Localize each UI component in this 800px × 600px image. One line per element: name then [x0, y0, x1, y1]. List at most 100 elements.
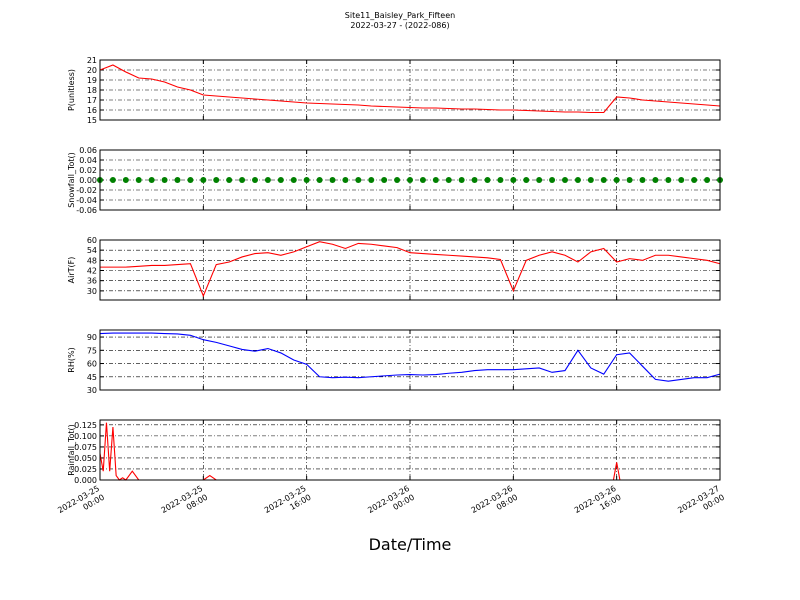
- y-tick-label: 18: [87, 86, 97, 95]
- x-axis-label: Date/Time: [369, 535, 452, 554]
- y-tick-label: 15: [87, 116, 97, 125]
- point: [355, 177, 362, 183]
- y-tick-label: 60: [87, 360, 97, 369]
- point: [471, 177, 478, 183]
- y-tick-label: 36: [87, 277, 97, 286]
- point: [174, 177, 181, 183]
- y-tick-label: 45: [87, 373, 97, 382]
- figure-title: Site11_Baisley_Park_Fifteen: [345, 11, 455, 20]
- y-tick-label: 30: [87, 386, 97, 395]
- x-tick-label: 2022-03-2608:00: [470, 484, 520, 524]
- point: [652, 177, 659, 183]
- y-tick-label: 20: [87, 66, 97, 75]
- point: [290, 177, 297, 183]
- point: [239, 177, 246, 183]
- plot-frame: [99, 149, 721, 211]
- point: [665, 177, 672, 183]
- y-tick-label: 54: [87, 246, 97, 255]
- point: [678, 177, 685, 183]
- y-axis-label: Rainfall_Tot(): [67, 424, 76, 476]
- plot-frame: [99, 239, 721, 301]
- y-tick-label: 21: [87, 56, 97, 65]
- plot-frame: [99, 329, 721, 391]
- y-axis-label: Snowfall_Tot(): [67, 152, 76, 208]
- point: [122, 177, 129, 183]
- point: [639, 177, 646, 183]
- x-tick-label: 2022-03-2600:00: [366, 484, 416, 524]
- point: [613, 177, 620, 183]
- point: [432, 177, 439, 183]
- y-tick-label: 60: [87, 236, 97, 245]
- point: [161, 177, 168, 183]
- point: [368, 177, 375, 183]
- point: [342, 177, 349, 183]
- point: [148, 177, 155, 183]
- point: [626, 177, 633, 183]
- y-tick-label: 0.06: [79, 146, 97, 155]
- point: [135, 177, 142, 183]
- line: [99, 64, 721, 114]
- x-tick-label: 2022-03-2500:00: [56, 484, 106, 524]
- x-tick-label: 2022-03-2616:00: [573, 484, 623, 524]
- point: [704, 177, 711, 183]
- figure-subtitle: 2022-03-27 - (2022-086): [350, 21, 449, 30]
- y-tick-label: 0.000: [74, 476, 97, 485]
- y-tick-label: -0.04: [76, 196, 97, 205]
- point: [187, 177, 194, 183]
- point: [316, 177, 323, 183]
- y-tick-label: 75: [87, 346, 97, 355]
- point: [691, 177, 698, 183]
- point: [252, 177, 258, 183]
- point: [549, 177, 556, 183]
- point: [445, 177, 452, 183]
- point: [213, 177, 220, 183]
- y-tick-label: 0.050: [74, 454, 97, 463]
- y-tick-label: 0.025: [74, 465, 97, 474]
- plot-frame: [99, 419, 721, 481]
- point: [381, 177, 388, 183]
- y-tick-label: 0.125: [74, 421, 97, 430]
- point: [419, 177, 426, 183]
- point: [329, 177, 336, 183]
- y-tick-label: 30: [87, 287, 97, 296]
- point: [600, 177, 607, 183]
- point: [394, 177, 401, 183]
- x-tick-label: 2022-03-2516:00: [263, 484, 313, 524]
- point: [587, 177, 594, 183]
- point: [458, 177, 465, 183]
- y-tick-label: 19: [87, 76, 97, 85]
- x-tick-label: 2022-03-2700:00: [676, 484, 726, 524]
- x-tick-label: 2022-03-2508:00: [160, 484, 210, 524]
- point: [226, 177, 233, 183]
- point: [264, 177, 271, 183]
- y-axis-label: P(unitless): [67, 69, 76, 111]
- point: [109, 177, 116, 183]
- point: [484, 177, 491, 183]
- line: [99, 422, 720, 481]
- point: [562, 177, 568, 183]
- y-tick-label: -0.02: [76, 186, 97, 195]
- point: [510, 177, 517, 183]
- line: [99, 332, 721, 382]
- y-tick-label: 0.02: [79, 166, 97, 175]
- y-tick-label: 0.075: [74, 443, 97, 452]
- y-axis-label: RH(%): [67, 347, 76, 372]
- point: [277, 177, 284, 183]
- point: [523, 177, 530, 183]
- y-tick-label: 48: [87, 256, 97, 265]
- y-tick-label: 90: [87, 333, 97, 342]
- point: [303, 177, 310, 183]
- y-tick-label: 42: [87, 267, 97, 276]
- line: [100, 241, 721, 298]
- y-tick-label: 0.00: [79, 176, 97, 185]
- y-tick-label: -0.06: [76, 206, 97, 215]
- point: [200, 177, 207, 183]
- y-tick-label: 0.04: [79, 156, 97, 165]
- point: [407, 177, 413, 183]
- point: [536, 177, 543, 183]
- y-tick-label: 0.100: [74, 432, 97, 441]
- y-tick-label: 16: [87, 106, 97, 115]
- plot-frame: [99, 59, 721, 121]
- y-tick-label: 17: [87, 96, 97, 105]
